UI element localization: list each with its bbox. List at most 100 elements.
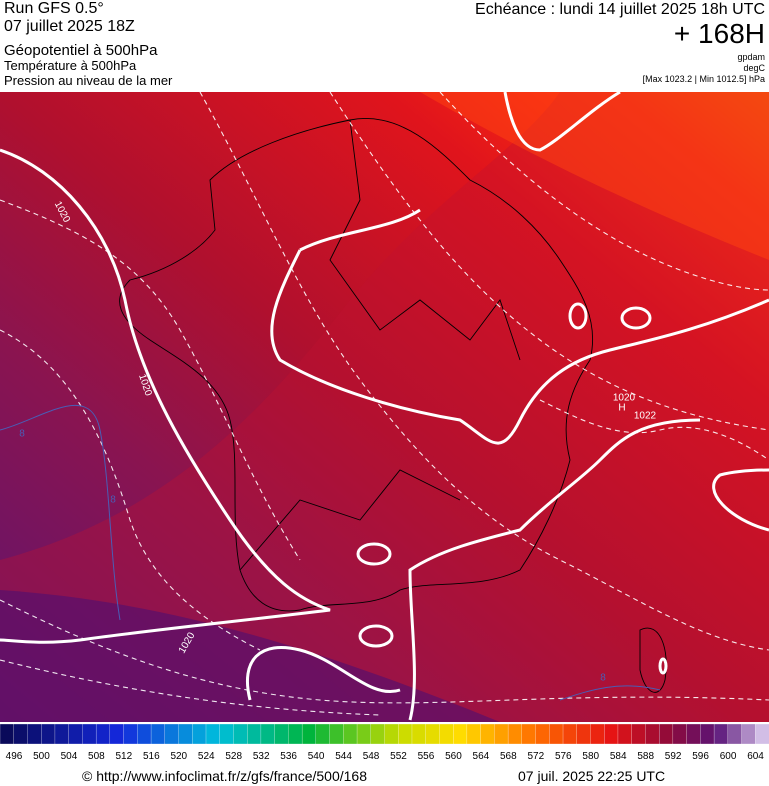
isobar [356, 542, 392, 566]
country-border [119, 118, 594, 612]
colorbar-label: 520 [170, 751, 187, 762]
colorbar-label: 548 [363, 751, 380, 762]
colorbar-cell [95, 723, 111, 745]
colorbar-cell [288, 723, 303, 745]
colorbar: 496 500 504 508 512 516 520 524 528 532 536 540 544 5… [0, 723, 769, 762]
isobar [503, 90, 621, 152]
colorbar-cell [466, 723, 482, 745]
colorbar-cell [713, 723, 729, 745]
colorbar-label: 576 [555, 751, 572, 762]
isobar [358, 624, 394, 648]
colorbar-cell [535, 723, 550, 745]
source: © http://www.infoclimat.fr/z/gfs/france/… [82, 768, 367, 784]
colorbar-cell [68, 723, 83, 745]
geopotential-contour [0, 199, 301, 561]
colorbar-label: 524 [198, 751, 215, 762]
field: Température à 500hPa [4, 58, 137, 73]
colorbar-label: 496 [6, 751, 23, 762]
colorbar-cell [686, 723, 701, 745]
isotherm-label: 8 [110, 495, 116, 506]
colorbar-label: 536 [280, 751, 297, 762]
isotherm [559, 685, 661, 701]
colorbar-cell [549, 723, 564, 745]
colorbar-cell [617, 723, 633, 745]
geopotential-contour [0, 329, 261, 651]
colorbar-label: 528 [225, 751, 242, 762]
geopotential-contour [539, 399, 769, 461]
high-label: H [618, 403, 625, 414]
colorbar-cell [494, 723, 509, 745]
colorbar-label: 592 [665, 751, 682, 762]
colorbar-label: 584 [610, 751, 627, 762]
colorbar-cell [741, 723, 756, 745]
colorbar-cell [727, 723, 742, 745]
colorbar-label: 532 [253, 751, 270, 762]
colorbar-label: 564 [473, 751, 490, 762]
colorbar-cell [247, 723, 262, 745]
colorbar-label: 600 [720, 751, 737, 762]
geopotential-contour [439, 91, 769, 291]
isotherm-label: 8 [600, 673, 606, 684]
map: 1020 1020 1020 1020 1022 H 8 8 8 [0, 90, 769, 722]
colorbar-cell [301, 723, 317, 745]
footer: © http://www.infoclimat.fr/z/gfs/france/… [82, 768, 665, 784]
region-border [239, 119, 521, 571]
isobar [620, 306, 652, 330]
colorbar-cell [123, 723, 138, 745]
temperature-band [0, 92, 769, 722]
colorbar-cell [233, 723, 248, 745]
isobar [299, 208, 421, 252]
colorbar-cell [356, 723, 372, 745]
colorbar-label: 568 [500, 751, 517, 762]
isobar [658, 657, 668, 675]
colorbar-cell [82, 723, 97, 745]
geopotential-contour [0, 599, 769, 704]
colorbar-cell [192, 723, 207, 745]
geopotential-contour [0, 659, 381, 716]
colorbar-label: 552 [390, 751, 407, 762]
header: Run GFS 0.5° 07 juillet 2025 18Z Géopote… [4, 0, 766, 88]
run-date: 07 juillet 2025 18Z [4, 18, 135, 35]
colorbar-cell [521, 723, 537, 745]
isobar-label: 1020 [613, 393, 636, 404]
colorbar-cell [411, 723, 427, 745]
temperature-band [420, 92, 769, 260]
colorbar-label: 516 [143, 751, 160, 762]
field: Pression au niveau de la mer [4, 73, 173, 88]
colorbar-cell [604, 723, 619, 745]
colorbar-cell [590, 723, 605, 745]
colorbar-cell [13, 723, 28, 745]
colorbar-cell [480, 723, 495, 745]
colorbar-label: 588 [637, 751, 654, 762]
island [639, 627, 667, 693]
colorbar-label: 508 [88, 751, 105, 762]
colorbar-cell [658, 723, 674, 745]
isobar [0, 148, 331, 644]
geopotential-contour [329, 91, 769, 431]
colorbar-cell [109, 723, 125, 745]
colorbar-cell [164, 723, 179, 745]
isobar-label: 1022 [634, 411, 657, 422]
colorbar-cell [507, 723, 523, 745]
isobar [245, 645, 401, 701]
colorbar-cell [219, 723, 234, 745]
unit: gpdam [737, 52, 765, 62]
colorbar-cell [562, 723, 578, 745]
timestamp: 07 juil. 2025 22:25 UTC [518, 768, 665, 784]
colorbar-label: 560 [445, 751, 462, 762]
colorbar-label: 596 [692, 751, 709, 762]
colorbar-cell [700, 723, 715, 745]
geopotential-contour [199, 91, 769, 651]
field: Géopotentiel à 500hPa [4, 42, 158, 59]
isobar [568, 302, 588, 330]
run: Run GFS 0.5° [4, 0, 104, 17]
colorbar-label: 604 [747, 751, 764, 762]
colorbar-cell [0, 723, 15, 745]
isotherm-label: 8 [19, 429, 25, 440]
colorbar-cell [260, 723, 276, 745]
colorbar-cell [425, 723, 440, 745]
colorbar-label: 544 [335, 751, 352, 762]
colorbar-cell [439, 723, 454, 745]
isobar [270, 249, 769, 445]
